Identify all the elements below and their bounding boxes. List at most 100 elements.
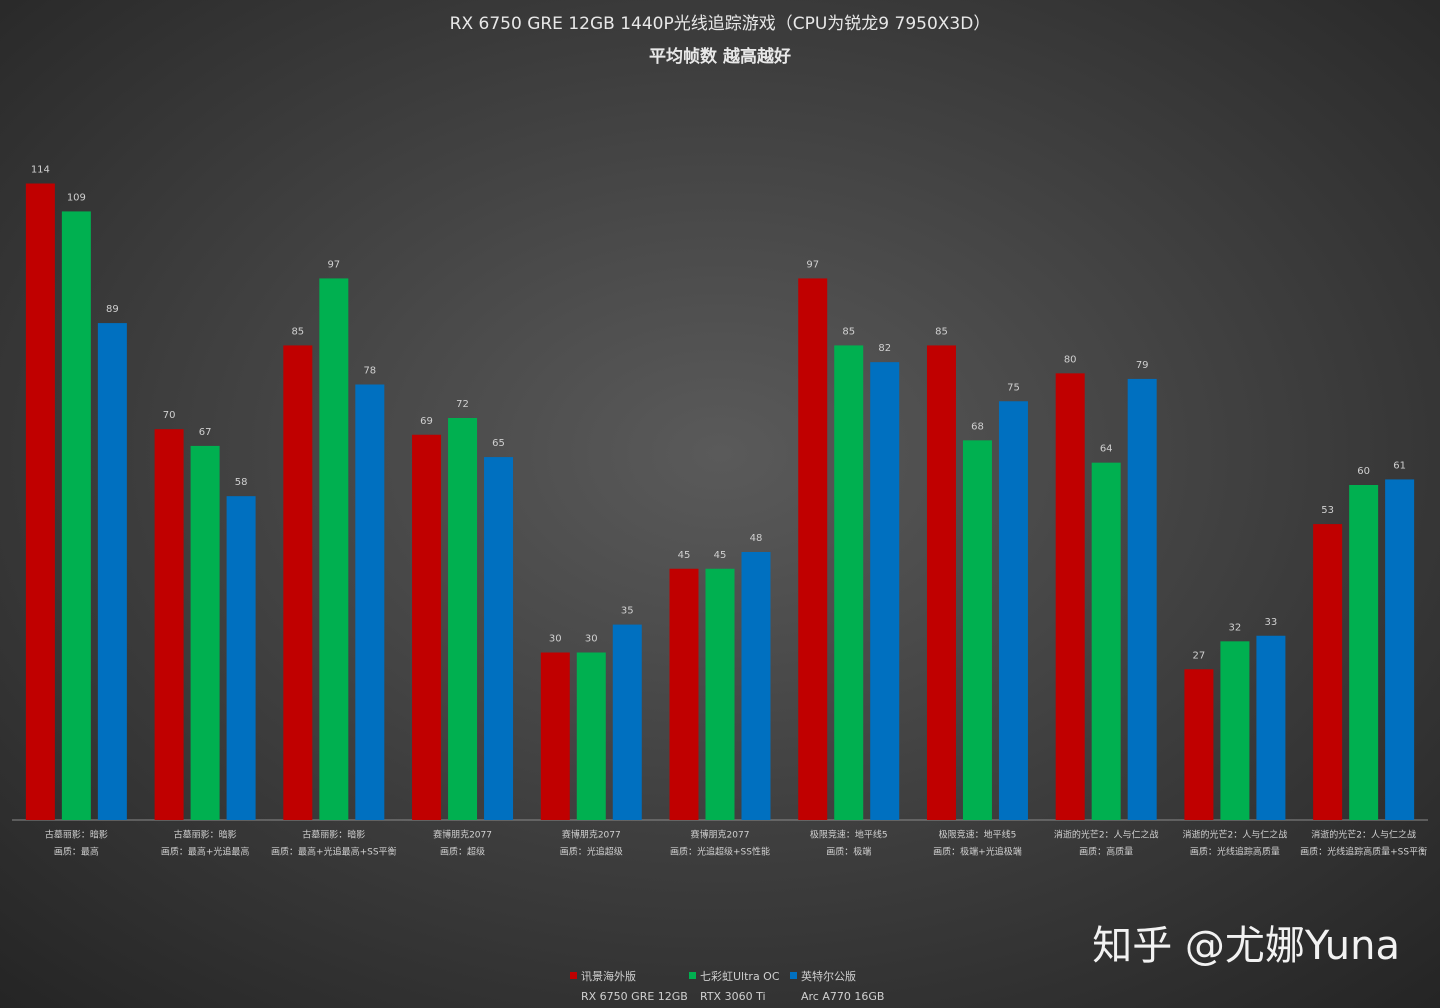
data-label: 97 — [806, 259, 819, 270]
data-label: 89 — [106, 304, 119, 315]
bar — [1313, 524, 1343, 820]
bar — [1385, 479, 1415, 820]
bar — [1220, 641, 1250, 820]
bar — [612, 624, 642, 820]
x-tick-label: 古墓丽影：暗影 — [45, 829, 108, 841]
x-tick-label: 赛博朋克2077 — [433, 829, 492, 841]
legend-sublabel: RX 6750 GRE 12GB — [581, 990, 688, 1003]
data-label: 114 — [31, 165, 50, 176]
data-label: 82 — [878, 343, 891, 354]
x-tick-label: 画质：光追超级+SS性能 — [670, 846, 770, 858]
x-tick-label: 画质：超级 — [440, 846, 485, 858]
bar — [998, 401, 1028, 820]
chart-title: RX 6750 GRE 12GB 1440P光线追踪游戏（CPU为锐龙9 795… — [450, 14, 991, 34]
bar — [1256, 635, 1286, 820]
x-tick-label: 画质：最高+光追最高+SS平衡 — [271, 846, 397, 858]
bar — [926, 345, 956, 820]
data-label: 45 — [678, 550, 691, 561]
bar — [834, 345, 864, 820]
bar — [540, 652, 570, 820]
x-tick-label: 画质：光追超级 — [560, 846, 623, 858]
x-tick-label: 赛博朋克2077 — [562, 829, 621, 841]
bar — [154, 429, 184, 820]
x-tick-label: 画质：高质量 — [1079, 846, 1133, 858]
data-label: 58 — [235, 477, 248, 488]
data-label: 68 — [971, 421, 984, 432]
bar — [576, 652, 606, 820]
x-tick-label: 画质：极端+光追极端 — [933, 846, 1022, 858]
x-tick-label: 画质：光线追踪高质量+SS平衡 — [1300, 846, 1427, 858]
data-label: 35 — [621, 606, 634, 617]
bar — [283, 345, 313, 820]
bar — [25, 183, 55, 820]
bar — [97, 323, 127, 820]
data-label: 75 — [1007, 382, 1020, 393]
x-tick-label: 消逝的光芒2：人与仁之战 — [1183, 829, 1288, 841]
watermark: 知乎 @尤娜Yuna — [1092, 923, 1400, 969]
bar — [669, 568, 699, 820]
x-tick-label: 赛博朋克2077 — [691, 829, 750, 841]
legend-sublabel: RTX 3060 Ti — [700, 990, 766, 1003]
legend-sublabel: Arc A770 16GB — [801, 990, 884, 1003]
data-label: 53 — [1321, 505, 1334, 516]
x-tick-label: 画质：最高 — [54, 846, 99, 858]
x-tick-label: 消逝的光芒2：人与仁之战 — [1054, 829, 1159, 841]
x-tick-label: 消逝的光芒2：人与仁之战 — [1311, 829, 1416, 841]
legend-swatch — [689, 972, 696, 979]
data-label: 32 — [1229, 622, 1242, 633]
bar — [412, 434, 442, 820]
legend-label: 英特尔公版 — [801, 969, 856, 983]
x-tick-label: 古墓丽影：暗影 — [174, 829, 237, 841]
bar — [190, 445, 220, 820]
legend-label: 七彩虹Ultra OC — [700, 970, 780, 983]
legend-swatch — [570, 972, 577, 979]
bar — [355, 384, 385, 820]
data-label: 45 — [714, 550, 727, 561]
bar — [226, 496, 256, 820]
data-label: 97 — [327, 259, 340, 270]
bar — [798, 278, 828, 821]
data-label: 85 — [935, 326, 948, 337]
x-tick-label: 极限竞速：地平线5 — [939, 829, 1017, 841]
legend-label: 讯景海外版 — [581, 969, 636, 983]
x-tick-label: 画质：光线追踪高质量 — [1190, 846, 1280, 858]
data-label: 48 — [750, 533, 763, 544]
data-label: 64 — [1100, 444, 1113, 455]
data-label: 27 — [1193, 650, 1206, 661]
bar — [705, 568, 735, 820]
data-label: 69 — [420, 416, 433, 427]
bar — [1349, 485, 1379, 820]
bar — [870, 362, 900, 820]
bar — [1091, 462, 1121, 820]
data-label: 80 — [1064, 354, 1077, 365]
data-label: 85 — [842, 326, 855, 337]
x-tick-label: 古墓丽影：暗影 — [302, 829, 365, 841]
bar — [319, 278, 349, 821]
legend-swatch — [790, 972, 797, 979]
data-label: 78 — [363, 366, 376, 377]
data-label: 72 — [456, 399, 469, 410]
chart-subtitle: 平均帧数 越高越好 — [649, 46, 791, 67]
data-label: 70 — [163, 410, 176, 421]
data-label: 65 — [492, 438, 505, 449]
data-label: 30 — [585, 634, 598, 645]
data-label: 109 — [67, 192, 86, 203]
bar — [61, 211, 91, 820]
data-label: 67 — [199, 427, 212, 438]
data-label: 60 — [1357, 466, 1370, 477]
x-tick-label: 极限竞速：地平线5 — [810, 829, 888, 841]
data-label: 61 — [1393, 460, 1406, 471]
bar — [484, 457, 514, 820]
bar — [1127, 378, 1157, 820]
bar — [1055, 373, 1085, 820]
x-tick-label: 画质：最高+光追最高 — [161, 846, 250, 858]
x-tick-label: 画质：极端 — [826, 846, 871, 858]
data-label: 79 — [1136, 360, 1149, 371]
data-label: 85 — [291, 326, 304, 337]
bar — [962, 440, 992, 820]
data-label: 33 — [1265, 617, 1278, 628]
bar — [448, 418, 478, 820]
bar — [741, 552, 771, 820]
bar — [1184, 669, 1214, 820]
